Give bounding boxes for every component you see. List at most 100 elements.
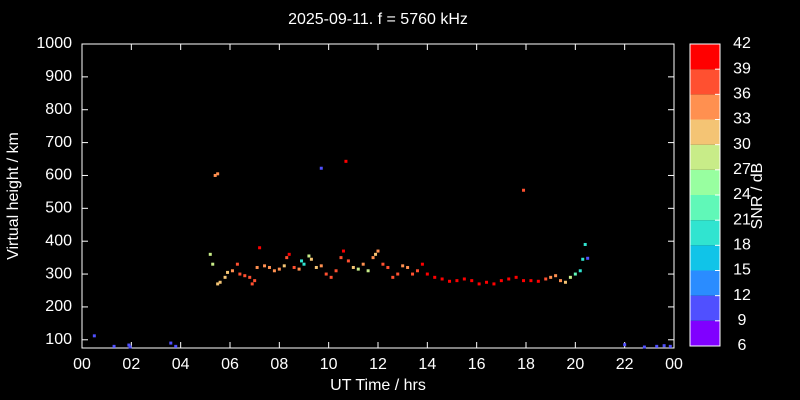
data-point: [208, 252, 212, 256]
y-tick-label: 800: [45, 101, 72, 118]
colorbar-tick-label: 30: [733, 136, 751, 153]
colorbar-band: [690, 220, 720, 246]
data-point: [448, 279, 452, 283]
data-point: [554, 274, 558, 278]
data-point: [563, 280, 567, 284]
data-point: [258, 246, 262, 250]
data-point: [277, 267, 281, 271]
colorbar-band: [690, 144, 720, 170]
x-tick-label: 00: [665, 356, 683, 373]
data-point: [356, 267, 360, 271]
data-point: [263, 264, 267, 268]
data-point: [381, 262, 385, 266]
data-point: [485, 280, 489, 284]
y-tick-label: 300: [45, 265, 72, 282]
data-point: [287, 252, 291, 256]
data-point: [559, 279, 563, 283]
data-point: [213, 173, 217, 177]
data-point: [92, 334, 96, 338]
data-point: [314, 265, 318, 269]
chart-title: 2025-09-11. f = 5760 kHz: [288, 11, 468, 28]
data-point: [346, 259, 350, 263]
data-point: [568, 275, 572, 279]
data-point: [668, 344, 672, 348]
colorbar-tick-label: 39: [733, 60, 751, 77]
colorbar-band: [690, 195, 720, 221]
data-point: [238, 272, 242, 276]
colorbar-band: [690, 169, 720, 195]
data-point: [406, 265, 410, 269]
data-point: [329, 275, 333, 279]
data-point: [250, 282, 254, 286]
data-point: [169, 341, 173, 345]
data-point: [344, 159, 348, 163]
data-point: [581, 257, 585, 261]
data-point: [522, 279, 526, 283]
data-point: [211, 262, 215, 266]
data-point: [514, 275, 518, 279]
data-point: [235, 262, 239, 266]
colorbar-tick-label: 9: [738, 312, 747, 329]
colorbar-tick-label: 15: [733, 262, 751, 279]
colorbar-band: [690, 69, 720, 95]
colorbar-tick-label: 21: [733, 211, 751, 228]
x-tick-label: 06: [221, 356, 239, 373]
data-point: [586, 256, 590, 260]
y-tick-label: 100: [45, 331, 72, 348]
data-point: [374, 252, 378, 256]
data-point: [529, 279, 533, 283]
y-tick-label: 700: [45, 134, 72, 151]
colorbar-band: [690, 245, 720, 271]
data-point: [128, 345, 132, 349]
data-point: [292, 265, 296, 269]
data-point: [319, 166, 323, 170]
data-point: [386, 265, 390, 269]
data-point: [366, 269, 370, 273]
colorbar-band: [690, 119, 720, 145]
data-point: [455, 279, 459, 283]
colorbar-band: [690, 320, 720, 346]
data-point: [544, 277, 548, 281]
data-point: [361, 262, 365, 266]
data-point: [243, 274, 247, 278]
data-point: [248, 275, 252, 279]
data-point: [255, 265, 259, 269]
data-point: [218, 280, 222, 284]
data-point: [324, 272, 328, 276]
y-tick-label: 1000: [36, 35, 72, 52]
data-point: [440, 277, 444, 281]
data-point: [127, 343, 131, 347]
data-point: [662, 344, 666, 348]
data-point: [536, 279, 540, 283]
data-point: [307, 254, 311, 258]
x-tick-label: 00: [73, 356, 91, 373]
colorbar-band: [690, 295, 720, 321]
colorbar-band: [690, 44, 720, 70]
data-point: [401, 264, 405, 268]
data-point: [300, 259, 304, 263]
data-point: [642, 345, 646, 349]
data-point: [216, 172, 220, 176]
y-tick-label: 400: [45, 232, 72, 249]
data-point: [272, 269, 276, 273]
y-axis-label: Virtual height / km: [5, 132, 22, 260]
data-point: [522, 188, 526, 192]
data-point: [216, 282, 220, 286]
data-point: [376, 249, 380, 253]
data-point: [226, 270, 230, 274]
data-point: [339, 256, 343, 260]
x-tick-label: 08: [270, 356, 288, 373]
x-tick-label: 04: [172, 356, 190, 373]
data-point: [319, 264, 323, 268]
y-tick-label: 600: [45, 167, 72, 184]
data-point: [425, 272, 429, 276]
colorbar-tick-label: 36: [733, 86, 751, 103]
data-point: [309, 257, 313, 261]
data-point: [411, 272, 415, 276]
data-point: [623, 343, 627, 347]
x-tick-label: 22: [616, 356, 634, 373]
data-point: [174, 344, 178, 348]
colorbar-band: [690, 270, 720, 296]
data-point: [492, 282, 496, 286]
